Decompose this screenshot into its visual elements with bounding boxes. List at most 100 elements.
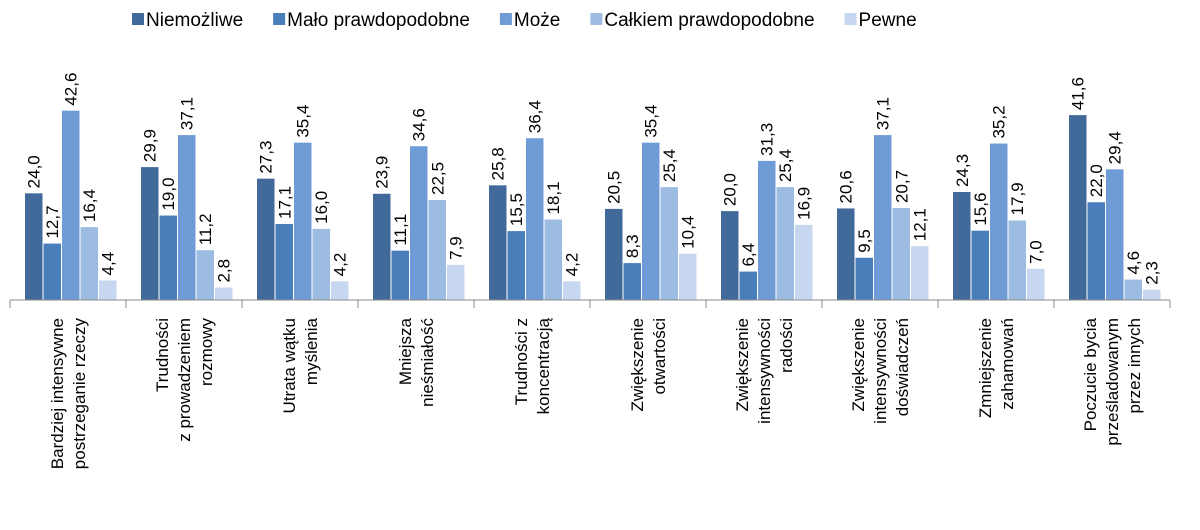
bar [331,281,349,300]
value-label: 41,6 [1069,77,1088,110]
value-label: 35,4 [642,105,661,138]
value-label: 11,2 [196,213,215,245]
x-tick-label-line: Zwiększenie [733,318,752,412]
x-tick-label: Bardziej intensywne postrzeganie rzeczy [48,318,89,470]
bar [447,264,465,300]
bar [679,253,697,300]
value-label: 20,7 [892,170,911,203]
legend-label: Pewne [859,10,917,31]
value-label: 10,4 [679,216,698,249]
x-tick-label-line: Utrata wątku [280,318,299,413]
bar [1008,220,1026,300]
bar [911,246,929,300]
bar [410,146,428,300]
value-label: 20,6 [837,170,856,203]
x-tick-label-line: otwartości [650,318,669,395]
x-tick-label-line: zahamowań [998,318,1017,410]
value-label: 17,1 [275,186,294,219]
value-label: 25,4 [776,149,795,182]
bar [275,224,293,300]
value-label: 2,3 [1143,261,1162,285]
bar [642,142,660,300]
x-tick-label-line: postrzeganie rzeczy [70,318,89,470]
bar [953,192,971,300]
bar [428,200,446,300]
bar [141,167,159,300]
x-tick-label: Zwiększenie otwartości [628,318,669,412]
bar [837,208,855,300]
bar [62,110,80,301]
bar [892,208,910,300]
x-tick-label-line: Bardziej intensywne [48,318,67,469]
value-label: 8,3 [623,234,642,258]
x-tick-label: Trudności z prowadzeniem rozmowy [153,318,216,442]
bar [1124,279,1142,300]
value-label: 4,6 [1124,251,1143,275]
value-label: 16,4 [80,189,99,222]
x-tick-label: Mniejsza nieśmiałość [396,317,437,406]
x-tick-label: Trudności z koncentracją [512,317,553,414]
bar [43,243,61,300]
x-tick-label-line: prześladowanym [1103,318,1122,446]
bar [526,138,544,300]
value-label: 24,3 [953,154,972,187]
x-tick-label-line: Zwiększenie [628,318,647,412]
value-label: 25,8 [489,147,508,180]
x-tick-label: Utrata wątku myślenia [280,317,321,413]
bar [971,230,989,300]
x-tick-label: Zwiększenie intensywności doświadczeń [849,318,912,424]
legend-swatch [844,13,857,25]
value-label: 12,7 [43,205,62,238]
legend-swatch [132,13,144,25]
value-label: 7,9 [447,236,466,260]
value-label: 29,9 [141,129,160,162]
legend-label: Niemożliwe [146,10,243,31]
x-tick-label-line: radości [777,318,796,373]
bar [159,215,177,300]
bar [623,263,641,300]
bar [489,185,507,300]
x-tick-label-line: koncentracją [534,317,553,414]
bar [990,143,1008,300]
value-label: 16,9 [795,187,814,220]
legend-label: Mało prawdopodobne [287,10,470,31]
x-tick-label-line: doświadczeń [893,318,912,416]
value-label: 4,2 [331,253,350,277]
x-tick-label-line: Trudności z [512,318,531,405]
bar [721,211,739,300]
bar [874,135,892,300]
value-label: 16,0 [312,191,331,224]
bar [25,193,43,300]
bar [99,280,117,300]
value-label: 6,4 [739,243,758,267]
x-tick-label-line: przez innych [1125,318,1144,413]
bar [257,178,275,300]
x-tick-label-line: intensywności [755,318,774,424]
bar [373,193,391,300]
bar [563,281,581,300]
x-tick-label: Poczucie bycia prześladowanym przez innych [1081,317,1144,445]
value-label: 37,1 [874,97,893,130]
value-label: 42,6 [62,73,81,106]
x-tick-label-line: Trudności [153,318,172,392]
x-tick-label-line: nieśmiałość [418,318,437,407]
value-label: 15,5 [507,193,526,226]
bar [1069,115,1087,300]
x-tick-label-line: intensywności [871,318,890,424]
bar [215,287,233,300]
x-tick-label-line: z prowadzeniem [175,318,194,442]
bar [1143,289,1161,300]
value-label: 18,1 [544,181,563,214]
bar [855,257,873,300]
value-label: 7,0 [1027,240,1046,264]
value-label: 36,4 [526,100,545,133]
value-label: 34,6 [410,108,429,141]
value-label: 31,3 [758,123,777,156]
bar [391,250,409,300]
bar [795,224,813,300]
bar [294,142,312,300]
value-label: 12,1 [911,208,930,241]
value-label: 35,2 [990,105,1009,138]
value-label: 24,0 [25,155,44,188]
bar [1087,202,1105,300]
